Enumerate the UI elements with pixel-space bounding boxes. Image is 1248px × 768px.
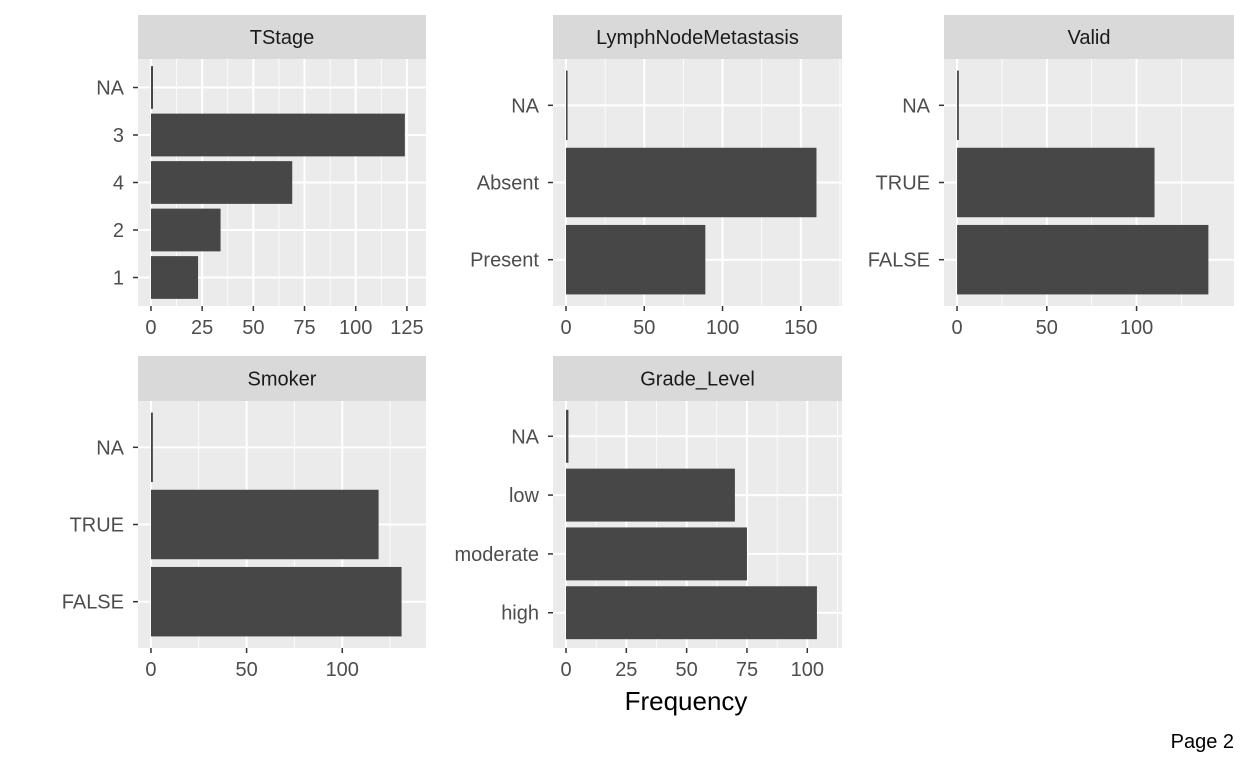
facet-title: Grade_Level (640, 369, 755, 391)
facet-panel-valid: Valid 0 50 100 NA TRUE FALSE (868, 15, 1234, 339)
x-axis-label: Frequency (625, 686, 748, 716)
bar-low (566, 468, 735, 522)
x-tick-label: 50 (633, 317, 655, 339)
facet-panel-lymphnodemetastasis: LymphNodeMetastasis 0 50 100 150 NA Absent Pres… (470, 15, 842, 339)
bar-moderate (566, 527, 747, 581)
page-number: Page 2 (1170, 731, 1234, 753)
y-tick-label: NA (511, 95, 539, 117)
y-tick-label: NA (511, 426, 539, 448)
x-tick-label: 25 (615, 659, 637, 681)
bar-present (566, 224, 706, 295)
bar-false (957, 224, 1209, 295)
bar-na (566, 70, 568, 141)
y-tick-label: NA (96, 437, 124, 459)
facet-panel-tstage: TStage 0 25 50 75 100 125 NA 3 4 2 1 (96, 15, 426, 339)
facet-title: TStage (250, 27, 314, 49)
x-tick-label: 0 (145, 659, 156, 681)
y-tick-label: 1 (113, 268, 124, 290)
x-tick-label: 50 (235, 659, 257, 681)
bar-true (957, 147, 1155, 218)
x-tick-label: 0 (560, 317, 571, 339)
x-tick-label: 50 (1036, 317, 1058, 339)
y-tick-label: moderate (455, 544, 540, 566)
facet-panel-smoker: Smoker 0 50 100 NA TRUE FALSE (62, 356, 426, 681)
x-tick-label: 75 (293, 317, 315, 339)
y-tick-label: high (501, 603, 539, 625)
facet-strip (944, 15, 1234, 59)
y-tick-label: Absent (477, 173, 540, 195)
x-tick-label: 25 (191, 317, 213, 339)
bar-3 (150, 113, 405, 157)
bar-false (150, 566, 402, 637)
x-tick-label: 50 (676, 659, 698, 681)
facet-strip (138, 356, 426, 401)
bar-true (150, 489, 379, 560)
x-tick-label: 150 (784, 317, 817, 339)
y-tick-label: TRUE (876, 173, 930, 195)
facet-strip (553, 15, 842, 59)
y-tick-label: FALSE (868, 250, 930, 272)
x-tick-label: 100 (706, 317, 739, 339)
bar-na (150, 66, 154, 109)
facet-strip (138, 15, 426, 59)
y-tick-label: 4 (113, 173, 124, 195)
x-tick-label: 0 (560, 659, 571, 681)
bar-absent (566, 147, 817, 218)
bar-na (566, 409, 569, 463)
x-tick-label: 0 (951, 317, 962, 339)
bar-4 (150, 161, 293, 204)
x-tick-label: 0 (145, 317, 156, 339)
bar-1 (150, 256, 199, 299)
y-tick-label: low (509, 485, 540, 507)
y-tick-label: NA (902, 95, 930, 117)
y-tick-label: TRUE (70, 515, 124, 537)
facet-title: LymphNodeMetastasis (596, 27, 799, 49)
y-tick-label: NA (96, 78, 124, 100)
facet-title: Smoker (248, 369, 317, 391)
facet-title: Valid (1068, 27, 1111, 49)
bar-na (150, 412, 153, 483)
y-tick-label: FALSE (62, 592, 124, 614)
facet-panel-grade-level: Grade_Level 0 25 50 75 100 NA low moderate high (455, 356, 842, 681)
y-tick-label: 2 (113, 220, 124, 242)
x-tick-label: 100 (326, 659, 359, 681)
x-tick-label: 100 (339, 317, 372, 339)
y-tick-label: 3 (113, 125, 124, 147)
x-tick-label: 125 (390, 317, 423, 339)
x-tick-label: 75 (736, 659, 758, 681)
bar-na (957, 70, 959, 141)
x-tick-label: 50 (242, 317, 264, 339)
facet-strip (553, 356, 842, 401)
x-tick-label: 100 (791, 659, 824, 681)
bar-high (566, 586, 817, 640)
x-tick-label: 100 (1120, 317, 1153, 339)
bar-2 (150, 208, 221, 252)
y-tick-label: Present (470, 250, 539, 272)
